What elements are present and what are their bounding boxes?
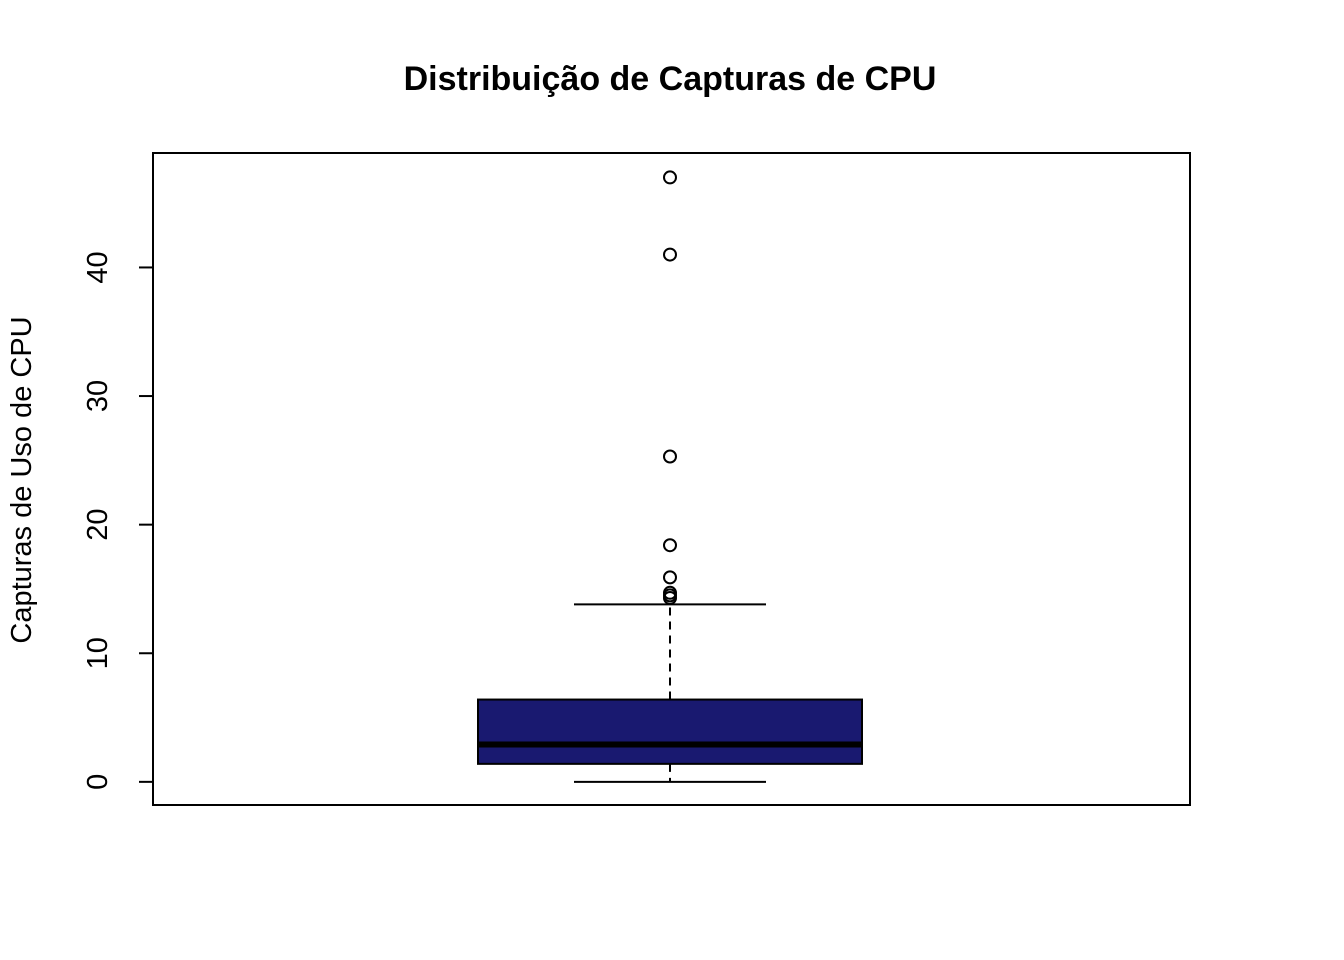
outlier-point [663, 570, 677, 585]
outlier-group [663, 170, 677, 605]
outlier-point [663, 538, 677, 553]
y-axis: 0 10 20 30 40 [82, 251, 154, 790]
outlier-point [663, 247, 677, 262]
y-tick-label: 10 [82, 637, 114, 669]
outlier-point [663, 585, 677, 600]
chart-title: Distribuição de Capturas de CPU [404, 60, 937, 98]
y-tick-label: 30 [82, 380, 114, 412]
y-tick-label: 0 [82, 774, 114, 790]
iqr-box [477, 698, 863, 765]
box-group [477, 603, 863, 783]
y-tick-label: 20 [82, 509, 114, 541]
outlier-point [663, 449, 677, 464]
y-axis-label: Capturas de Uso de CPU [6, 316, 38, 643]
outlier-point [663, 170, 677, 185]
y-tick-label: 40 [82, 251, 114, 283]
